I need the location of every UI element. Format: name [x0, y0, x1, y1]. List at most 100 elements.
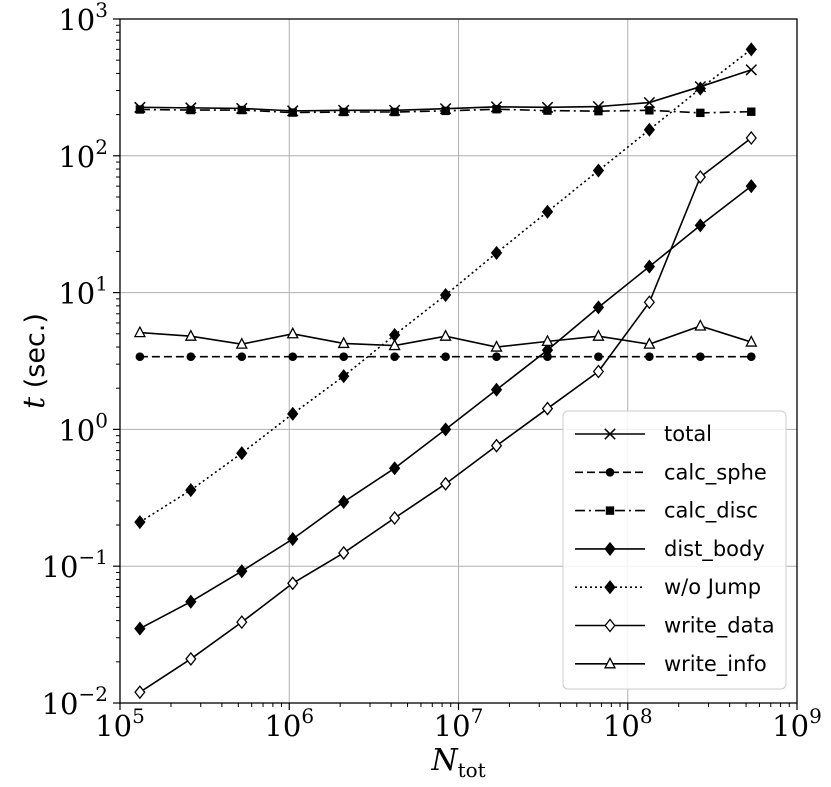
data-point-write-data [745, 130, 757, 146]
x-tick-label-base: 10 [264, 709, 301, 743]
data-point-calc-sphe [186, 352, 196, 361]
data-point-dist-body [694, 218, 706, 233]
data-point-write-info [592, 329, 605, 341]
y-tick-label: 102 [58, 135, 108, 174]
data-point-write-info [439, 329, 452, 341]
data-point-w-o-jump [694, 81, 706, 96]
data-point-write-info [133, 325, 146, 338]
legend-label: dist_body [664, 537, 765, 562]
series-write-info [133, 319, 758, 352]
data-point-write-data [592, 364, 605, 379]
series-group [133, 42, 758, 700]
data-point-write-data [236, 615, 248, 630]
series-w-o-jump [134, 42, 757, 530]
data-point-w-o-jump [541, 204, 554, 219]
data-point-write-data [490, 438, 503, 453]
series-calc-sphe [135, 352, 756, 361]
x-axis-label-sub: tot [458, 758, 486, 782]
data-point-w-o-jump [236, 446, 248, 461]
y-axis-label-italic: t [17, 396, 52, 409]
data-point-write-data [439, 476, 452, 491]
data-point-dist-body [541, 343, 554, 358]
x-tick-label-exp: 9 [809, 704, 822, 728]
legend-label: write_info [664, 652, 767, 677]
legend-item-total: total [575, 422, 712, 446]
data-point-write-data [694, 169, 706, 185]
data-point-calc-sphe [135, 352, 145, 361]
data-point-dist-body [643, 259, 656, 274]
x-tick-label: 109 [772, 704, 822, 743]
data-point-write-data [134, 685, 146, 700]
data-point-write-data [338, 545, 350, 560]
data-point-w-o-jump [745, 42, 757, 57]
data-point-write-info [694, 319, 707, 331]
data-point-dist-body [185, 594, 197, 609]
data-point-write-info [541, 334, 554, 347]
series-calc-disc [135, 105, 756, 118]
x-tick-label-exp: 7 [471, 704, 484, 728]
y-tick-label-exp: 1 [95, 272, 108, 296]
data-point-calc-sphe [339, 352, 348, 361]
data-point-total [745, 64, 758, 76]
data-point-write-info [337, 336, 350, 349]
legend-marker [604, 541, 616, 556]
legend-item-write-info: write_info [575, 652, 767, 677]
y-tick-label-base: 10 [42, 550, 79, 584]
data-point-calc-disc [441, 106, 450, 116]
y-tick-label-exp: −2 [79, 682, 108, 706]
legend-marker [604, 618, 616, 633]
x-tick-label-exp: 8 [640, 704, 653, 728]
data-point-calc-disc [492, 105, 501, 114]
x-tick-label-exp: 6 [301, 704, 314, 728]
data-point-dist-body [439, 422, 452, 437]
legend-label: write_data [664, 614, 775, 639]
x-tick-label-base: 10 [95, 709, 132, 743]
data-point-write-data [185, 651, 197, 666]
x-tick-label: 107 [434, 704, 484, 743]
y-axis-label-rest: (sec.) [20, 313, 51, 397]
data-point-write-info [235, 337, 248, 349]
data-point-dist-body [389, 461, 401, 476]
data-point-write-data [287, 576, 299, 591]
x-tick-label-exp: 5 [132, 704, 145, 728]
y-tick-label-exp: 2 [95, 135, 108, 159]
data-point-write-info [388, 338, 401, 351]
data-point-w-o-jump [592, 163, 605, 178]
y-axis-label: t (sec.) [17, 313, 52, 409]
data-point-dist-body [134, 621, 146, 636]
legend-label: calc_disc [664, 499, 758, 524]
data-point-dist-body [287, 531, 299, 547]
data-point-calc-disc [186, 105, 196, 115]
legend-marker [604, 428, 616, 440]
legend-marker [605, 468, 615, 477]
legend-marker [605, 506, 615, 515]
data-point-write-info [490, 340, 503, 352]
data-point-dist-body [745, 179, 757, 194]
y-tick-label-base: 10 [58, 413, 95, 447]
y-tick-label-base: 10 [42, 687, 79, 721]
data-point-dist-body [592, 300, 605, 315]
x-tick-label-base: 10 [603, 709, 640, 743]
data-point-calc-disc [645, 106, 654, 115]
data-point-write-data [643, 295, 656, 310]
series-line-total [139, 69, 752, 112]
x-tick-label-base: 10 [434, 709, 471, 743]
data-point-w-o-jump [439, 287, 452, 303]
legend-item-calc-sphe: calc_sphe [575, 460, 767, 485]
series-dist-body [134, 179, 757, 636]
x-tick-label: 105 [95, 704, 145, 743]
data-point-calc-sphe [237, 352, 247, 361]
data-point-w-o-jump [185, 483, 197, 498]
y-tick-label: 10−2 [42, 682, 108, 721]
data-point-calc-disc [390, 107, 399, 117]
axis-labels: Ntot t (sec.) [17, 313, 486, 782]
data-point-dist-body [236, 564, 248, 579]
data-point-write-data [541, 401, 554, 416]
data-point-calc-sphe [645, 352, 654, 361]
data-point-w-o-jump [134, 515, 146, 530]
data-point-write-data [389, 510, 401, 526]
y-tick-label-exp: 0 [95, 408, 108, 432]
y-tick-label: 103 [58, 0, 108, 37]
legend-item-w-o-jump: w/o Jump [575, 575, 761, 599]
